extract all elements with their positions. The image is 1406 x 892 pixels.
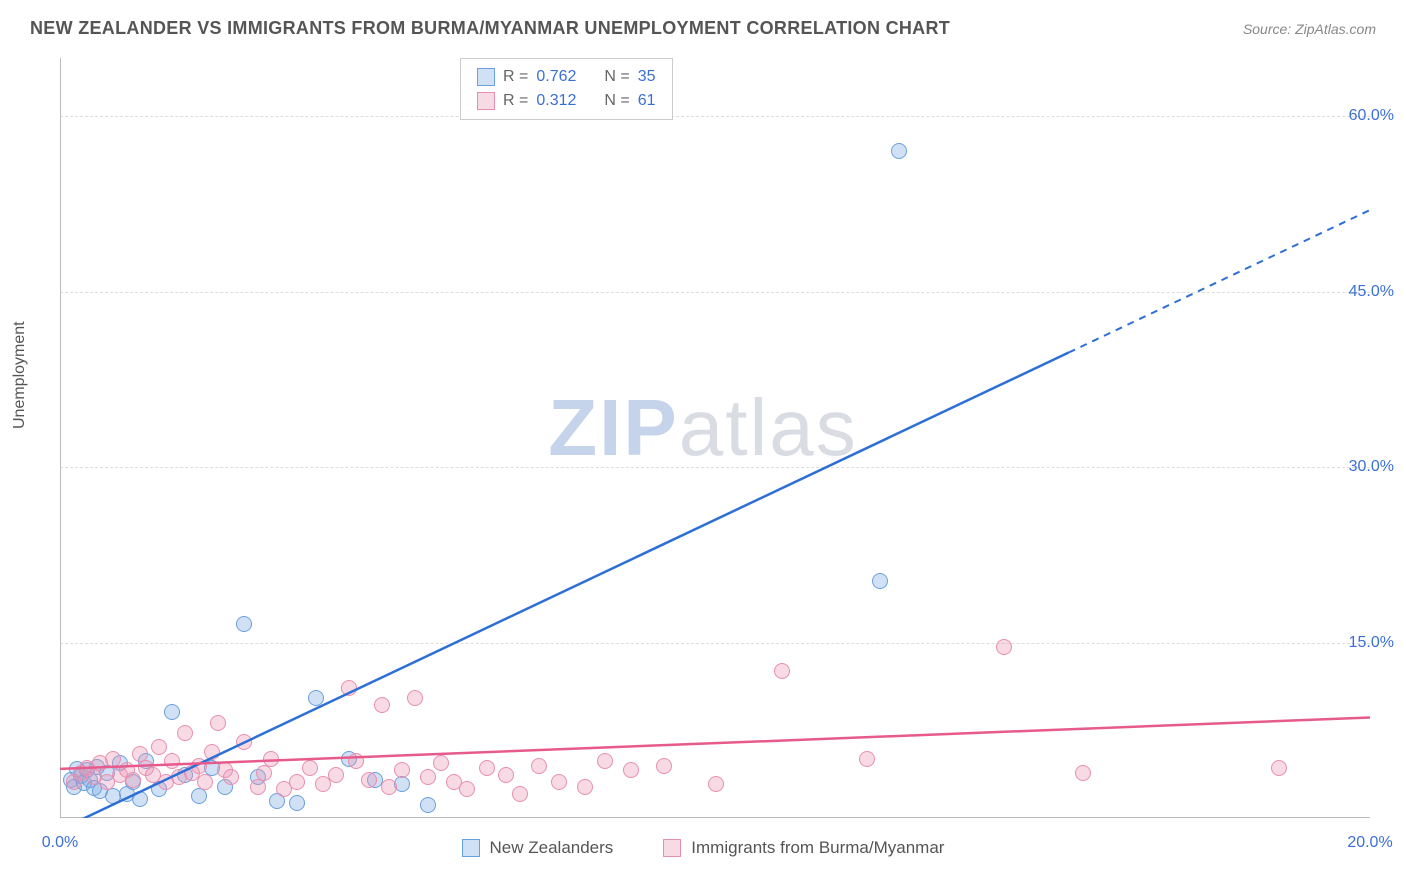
scatter-point: [236, 616, 252, 632]
legend-series: New Zealanders Immigrants from Burma/Mya…: [0, 838, 1406, 858]
legend-row: R = 0.762 N = 35: [477, 65, 656, 89]
y-tick: 60.0%: [1349, 107, 1394, 125]
scatter-point: [151, 739, 167, 755]
scatter-point: [164, 704, 180, 720]
y-tick: 30.0%: [1349, 458, 1394, 476]
scatter-point: [308, 690, 324, 706]
header: NEW ZEALANDER VS IMMIGRANTS FROM BURMA/M…: [0, 0, 1406, 51]
scatter-point: [105, 751, 121, 767]
scatter-point: [256, 765, 272, 781]
scatter-point: [708, 776, 724, 792]
scatter-point: [289, 774, 305, 790]
scatter-point: [1075, 765, 1091, 781]
n-value: 35: [638, 68, 656, 86]
scatter-point: [891, 143, 907, 159]
scatter-point: [872, 573, 888, 589]
legend-row: R = 0.312 N = 61: [477, 89, 656, 113]
scatter-point: [263, 751, 279, 767]
scatter-point: [551, 774, 567, 790]
y-tick: 15.0%: [1349, 634, 1394, 652]
y-tick: 45.0%: [1349, 283, 1394, 301]
source-label: Source: ZipAtlas.com: [1243, 21, 1376, 37]
x-tick: 20.0%: [1347, 834, 1392, 852]
scatter-point: [328, 767, 344, 783]
x-tick: 0.0%: [42, 834, 78, 852]
scatter-point: [204, 744, 220, 760]
scatter-point: [191, 788, 207, 804]
y-axis-label: Unemployment: [11, 321, 29, 429]
legend-swatch-icon: [477, 68, 495, 86]
scatter-point: [623, 762, 639, 778]
r-value: 0.312: [536, 92, 576, 110]
scatter-point: [223, 769, 239, 785]
scatter-point: [859, 751, 875, 767]
scatter-point: [210, 715, 226, 731]
scatter-point: [996, 639, 1012, 655]
scatter-point: [597, 753, 613, 769]
scatter-point: [531, 758, 547, 774]
scatter-point: [197, 774, 213, 790]
scatter-point: [374, 697, 390, 713]
scatter-point: [250, 779, 266, 795]
scatter-point: [191, 758, 207, 774]
plot-area: [60, 58, 1370, 818]
scatter-point: [132, 791, 148, 807]
chart-title: NEW ZEALANDER VS IMMIGRANTS FROM BURMA/M…: [30, 18, 950, 39]
scatter-point: [512, 786, 528, 802]
scatter-point: [774, 663, 790, 679]
scatter-point: [479, 760, 495, 776]
scatter-point: [420, 769, 436, 785]
scatter-point: [656, 758, 672, 774]
scatter-point: [177, 725, 193, 741]
r-value: 0.762: [536, 68, 576, 86]
scatter-point: [407, 690, 423, 706]
scatter-point: [348, 753, 364, 769]
scatter-point: [164, 753, 180, 769]
scatter-point: [289, 795, 305, 811]
scatter-point: [302, 760, 318, 776]
legend-item: New Zealanders: [462, 838, 614, 858]
n-label: N =: [604, 92, 629, 110]
chart-container: [60, 58, 1370, 818]
legend-swatch-icon: [663, 839, 681, 857]
scatter-point: [459, 781, 475, 797]
legend-label: New Zealanders: [490, 838, 614, 858]
legend-swatch-icon: [477, 92, 495, 110]
scatter-point: [1271, 760, 1287, 776]
scatter-point: [381, 779, 397, 795]
legend-label: Immigrants from Burma/Myanmar: [691, 838, 944, 858]
legend-correlation: R = 0.762 N = 35 R = 0.312 N = 61: [460, 58, 673, 120]
scatter-point: [577, 779, 593, 795]
legend-item: Immigrants from Burma/Myanmar: [663, 838, 944, 858]
scatter-point: [361, 772, 377, 788]
scatter-point: [236, 734, 252, 750]
r-label: R =: [503, 68, 528, 86]
legend-swatch-icon: [462, 839, 480, 857]
n-label: N =: [604, 68, 629, 86]
scatter-point: [433, 755, 449, 771]
r-label: R =: [503, 92, 528, 110]
scatter-point: [498, 767, 514, 783]
scatter-point: [420, 797, 436, 813]
scatter-point: [125, 772, 141, 788]
scatter-point: [394, 762, 410, 778]
scatter-point: [341, 680, 357, 696]
n-value: 61: [638, 92, 656, 110]
